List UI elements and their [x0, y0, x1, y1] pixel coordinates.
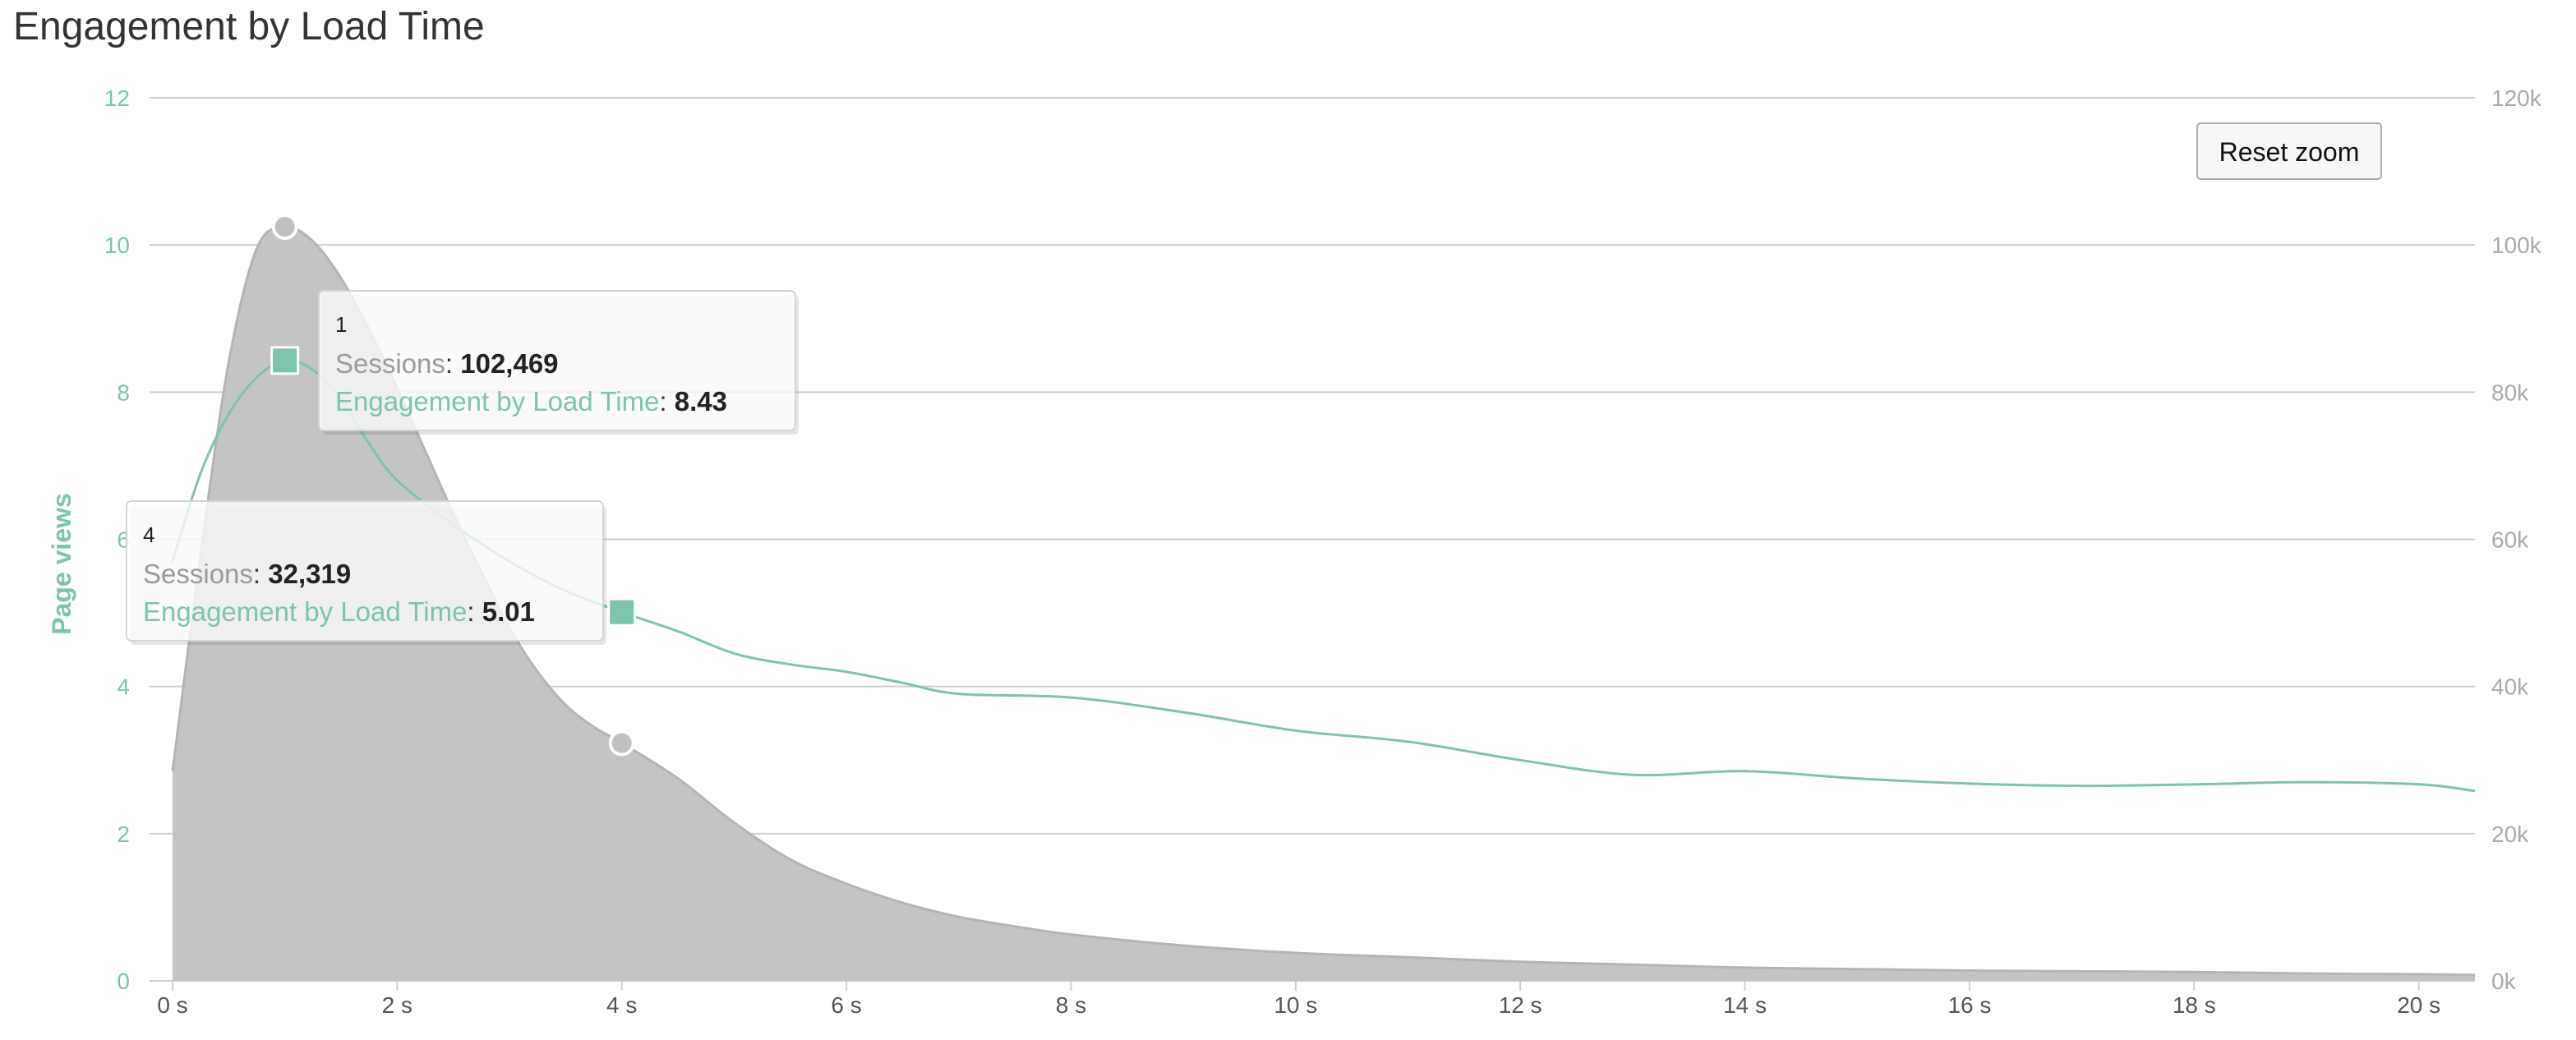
y-left-axis-title: Page views — [47, 493, 76, 635]
tooltip-sessions-value: 32,319 — [268, 559, 351, 589]
sessions-area — [173, 226, 2475, 981]
tooltip-engagement-value: 5.01 — [482, 596, 535, 627]
engagement-point-marker — [607, 597, 637, 627]
x-tick-label: 20 s — [2397, 992, 2440, 1018]
tooltip-sessions-row: Sessions: 102,469 — [335, 348, 559, 379]
sessions-area-outline — [171, 225, 2476, 977]
reset-zoom-button[interactable]: Reset zoom — [2196, 122, 2382, 180]
y-left-tick-label: 0 — [117, 969, 130, 994]
tooltip-engagement-value: 8.43 — [675, 386, 727, 416]
y-right-tick-label: 40k — [2491, 674, 2529, 700]
tooltip-engagement-label: Engagement by Load Time — [143, 596, 467, 627]
chart-title: Engagement by Load Time — [13, 5, 485, 48]
engagement-point-marker — [270, 346, 300, 375]
data-markers — [270, 214, 637, 757]
x-tick-label: 18 s — [2173, 992, 2216, 1018]
y-right-tick-label: 80k — [2491, 380, 2529, 405]
tooltip-engagement-row: Engagement by Load Time: 5.01 — [143, 596, 535, 627]
tooltip-engagement-label: Engagement by Load Time — [335, 386, 659, 416]
y-left-tick-label: 8 — [117, 380, 130, 405]
sessions-point-marker — [608, 729, 635, 757]
y-left-tick-label: 4 — [117, 674, 130, 700]
y-right-tick-label: 60k — [2491, 527, 2529, 553]
x-tick-label: 2 s — [382, 992, 412, 1018]
tooltip-header: 1 — [335, 312, 347, 337]
x-tick-label: 14 s — [1723, 992, 1767, 1018]
tooltip-x-1: 1 Sessions: 102,469 Engagement by Load Tim… — [318, 290, 799, 435]
tooltip-sessions-label: Sessions — [143, 559, 253, 589]
x-tick-label: 16 s — [1947, 992, 1991, 1018]
y-right-tick-label: 0k — [2491, 969, 2517, 994]
tooltip-sessions-label: Sessions — [335, 348, 445, 379]
y-right-tick-label: 20k — [2491, 821, 2529, 847]
tooltip-colon: : — [445, 348, 460, 379]
tooltip-x-4: 4 Sessions: 32,319 Engagement by Load Time… — [126, 500, 606, 645]
x-tick-label: 10 s — [1274, 992, 1317, 1018]
reset-zoom-label: Reset zoom — [2219, 137, 2360, 167]
y-right-tick-label: 120k — [2491, 85, 2542, 111]
x-tick-label: 12 s — [1499, 992, 1542, 1018]
tooltip-colon: : — [467, 596, 482, 627]
tooltip-box — [126, 500, 604, 642]
sessions-point-marker — [271, 214, 298, 241]
tooltip-sessions-value: 102,469 — [460, 348, 558, 379]
y-left-tick-label: 2 — [117, 821, 130, 847]
tooltip-engagement-row: Engagement by Load Time: 8.43 — [335, 386, 727, 416]
y-right-tick-label: 100k — [2491, 232, 2542, 258]
x-tick-label: 8 s — [1056, 992, 1086, 1018]
x-tick-label: 0 s — [157, 992, 187, 1018]
tooltip-header: 4 — [143, 522, 154, 547]
sessions-area-series — [171, 225, 2476, 981]
tooltip-box — [318, 290, 796, 431]
y-left-tick-label: 12 — [104, 85, 130, 111]
tooltip-sessions-row: Sessions: 32,319 — [143, 559, 351, 589]
tooltip-colon: : — [659, 386, 674, 416]
x-tick-label: 6 s — [831, 992, 861, 1018]
y-left-tick-label: 10 — [104, 232, 130, 258]
tooltips: 1 Sessions: 102,469 Engagement by Load Tim… — [126, 290, 799, 645]
x-tick-label: 4 s — [606, 992, 637, 1018]
tooltip-colon: : — [253, 559, 268, 589]
